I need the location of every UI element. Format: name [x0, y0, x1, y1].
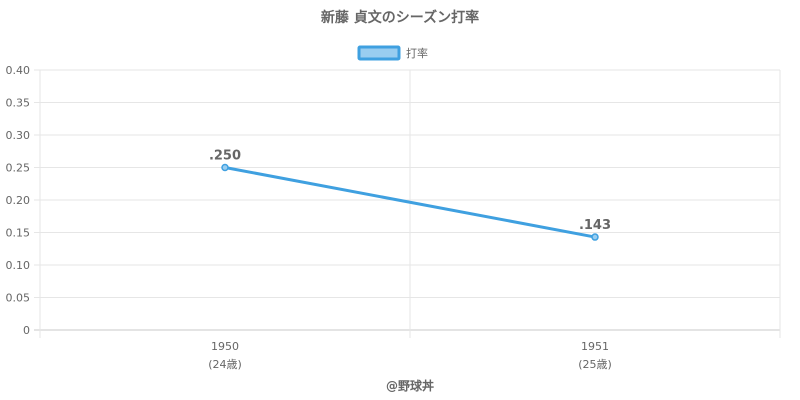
grid [34, 69, 781, 338]
legend-swatch [357, 45, 401, 61]
y-tick-label: 0.35 [6, 97, 31, 110]
data-labels: .250 .143 [209, 149, 611, 234]
chart-title: 新藤 貞文のシーズン打率 [321, 9, 479, 26]
y-tick-label: 0.40 [6, 64, 31, 77]
x-tick-sublabel: (24歳) [208, 358, 242, 371]
y-tick-label: 0 [23, 324, 30, 337]
y-axis: 0 0.05 0.10 0.15 0.20 0.25 0.30 0.35 0.40 [6, 64, 31, 337]
data-label: .250 [209, 149, 241, 164]
x-tick-sublabel: (25歳) [578, 358, 612, 371]
y-tick-label: 0.25 [6, 162, 31, 175]
x-axis: 1950 (24歳) 1951 (25歳) [208, 340, 612, 371]
y-tick-label: 0.30 [6, 129, 31, 142]
data-point[interactable] [221, 163, 229, 172]
y-tick-label: 0.10 [6, 259, 31, 272]
series-line [221, 163, 599, 241]
legend-label: 打率 [406, 46, 428, 60]
x-tick-label: 1950 [211, 340, 239, 353]
y-tick-label: 0.20 [6, 194, 31, 207]
x-tick-label: 1951 [581, 340, 609, 353]
credit-text: @野球丼 [386, 378, 434, 393]
y-tick-label: 0.15 [6, 227, 31, 240]
data-point[interactable] [591, 233, 599, 241]
series-line-path [223, 166, 597, 239]
legend[interactable]: 打率 [357, 45, 428, 61]
data-label: .143 [579, 218, 611, 233]
y-tick-label: 0.05 [6, 292, 31, 305]
